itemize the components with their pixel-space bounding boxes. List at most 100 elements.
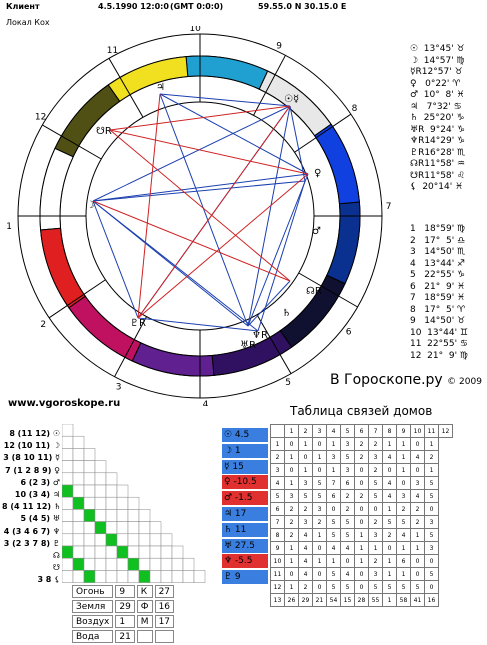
aspect-cell xyxy=(105,557,118,571)
matrix-cell: 0 xyxy=(424,502,439,516)
matrix-cell: 0 xyxy=(312,437,327,451)
matrix-cell: 1 xyxy=(396,567,411,581)
matrix-cell: 0 xyxy=(354,580,369,594)
aspect-cell xyxy=(62,496,74,510)
aspect-cell xyxy=(116,570,129,583)
aspect-cell xyxy=(105,496,118,510)
matrix-header: 9 xyxy=(396,424,411,438)
matrix-cell: 0 xyxy=(326,502,341,516)
matrix-cell: 2 xyxy=(410,515,425,529)
house-number: 2 xyxy=(40,320,46,330)
aspect-cell xyxy=(171,557,184,571)
aspect-cell xyxy=(94,509,107,522)
zodiac-segment xyxy=(107,56,189,103)
aspect-cell xyxy=(116,521,129,535)
house-number: 8 xyxy=(352,104,358,114)
aspect-cell xyxy=(105,509,118,522)
matrix-cell: 5 xyxy=(340,580,355,594)
matrix-cell: 0 xyxy=(312,567,327,581)
matrix-header: 6 xyxy=(354,424,369,438)
aspect-cell xyxy=(83,557,96,571)
matrix-cell: 3 xyxy=(270,463,285,477)
matrix-cell: 2 xyxy=(284,502,299,516)
matrix-cell: 3 xyxy=(298,476,313,490)
matrix-cell: 15 xyxy=(340,593,355,607)
planet-strength-item: ♀ -10.5 xyxy=(222,475,268,490)
matrix-cell: 2 xyxy=(368,515,383,529)
mars-glyph: ♂ xyxy=(312,226,321,237)
zodiac-segment xyxy=(313,123,360,205)
natal-chart-wheel: ♃ ☉☿ ♀ ☽ ☋R ☊R ♄ ♆R ♅R ♇R ♂ 123456789101… xyxy=(6,26,391,406)
matrix-cell: 0 xyxy=(298,450,313,464)
aspect-cell xyxy=(72,533,85,547)
matrix-cell: 0 xyxy=(424,554,439,568)
matrix-cell: 0 xyxy=(410,437,425,451)
zodiac-segment xyxy=(40,227,87,309)
matrix-cell: 5 xyxy=(326,567,341,581)
matrix-cell: 0 xyxy=(354,502,369,516)
matrix-cell: 3 xyxy=(424,541,439,555)
aspect-cell xyxy=(62,557,74,571)
matrix-cell: 0 xyxy=(284,567,299,581)
planet-strength-item: ☉ 4.5 xyxy=(222,428,268,442)
aspect-cell xyxy=(171,570,184,583)
matrix-header: 8 xyxy=(382,424,397,438)
matrix-header: 5 xyxy=(340,424,355,438)
matrix-cell: 0 xyxy=(354,476,369,490)
aspect-cell xyxy=(62,521,74,535)
aspect-cell xyxy=(83,484,96,498)
matrix-cell: 3 xyxy=(284,489,299,503)
aspect-cell xyxy=(149,533,162,547)
uranus-glyph: ♆R xyxy=(252,330,268,341)
matrix-cell: 2 xyxy=(410,502,425,516)
aspect-cell xyxy=(62,435,74,449)
aspect-cell xyxy=(116,496,129,510)
matrix-cell: 2 xyxy=(340,489,355,503)
planet-strength-item: ♄ 11 xyxy=(222,522,268,537)
matrix-cell: 1 xyxy=(410,541,425,555)
aspect-cell xyxy=(138,521,151,535)
matrix-cell: 5 xyxy=(270,489,285,503)
matrix-cell: 1 xyxy=(326,437,341,451)
matrix-cell: 4 xyxy=(298,541,313,555)
matrix-cell: 4 xyxy=(396,528,411,542)
elements-cell: 21 xyxy=(115,630,135,643)
aspect-cell xyxy=(72,509,85,522)
house-cusp-line xyxy=(294,113,352,153)
matrix-cell: 4 xyxy=(340,541,355,555)
matrix-cell: 1 xyxy=(396,541,411,555)
aspect-cell xyxy=(105,472,118,486)
matrix-cell: 4 xyxy=(410,450,425,464)
matrix-cell: 5 xyxy=(396,580,411,594)
zodiac-segment xyxy=(39,147,74,231)
house-cusps xyxy=(18,34,382,398)
venus-glyph: ♀ xyxy=(314,168,321,179)
matrix-cell: 11 xyxy=(270,567,285,581)
house-number: 1 xyxy=(6,222,12,232)
matrix-cell: 1 xyxy=(312,450,327,464)
matrix-cell: 5 xyxy=(312,476,327,490)
matrix-cell: 3 xyxy=(368,450,383,464)
matrix-cell: 4 xyxy=(298,528,313,542)
aspect-cell xyxy=(138,557,151,571)
matrix-cell: 2 xyxy=(340,502,355,516)
matrix-cell: 0 xyxy=(382,463,397,477)
matrix-cell: 29 xyxy=(298,593,313,607)
pluto-glyph: ♇R xyxy=(130,318,146,329)
matrix-cell: 0 xyxy=(410,463,425,477)
matrix-cell: 0 xyxy=(396,476,411,490)
matrix-cell: 5 xyxy=(424,476,439,490)
matrix-cell: 2 xyxy=(312,515,327,529)
matrix-cell: 4 xyxy=(298,554,313,568)
planet-strength-item: ♂ -1.5 xyxy=(222,491,268,506)
matrix-cell: 2 xyxy=(284,515,299,529)
matrix-cell: 3 xyxy=(326,450,341,464)
matrix-cell: 58 xyxy=(396,593,411,607)
matrix-cell: 1 xyxy=(270,437,285,451)
matrix-cell: 3 xyxy=(396,489,411,503)
matrix-cell: 2 xyxy=(284,528,299,542)
matrix-cell: 4 xyxy=(382,489,397,503)
house-number: 3 xyxy=(116,382,122,392)
matrix-cell: 1 xyxy=(298,463,313,477)
aspect-cell xyxy=(105,533,118,547)
